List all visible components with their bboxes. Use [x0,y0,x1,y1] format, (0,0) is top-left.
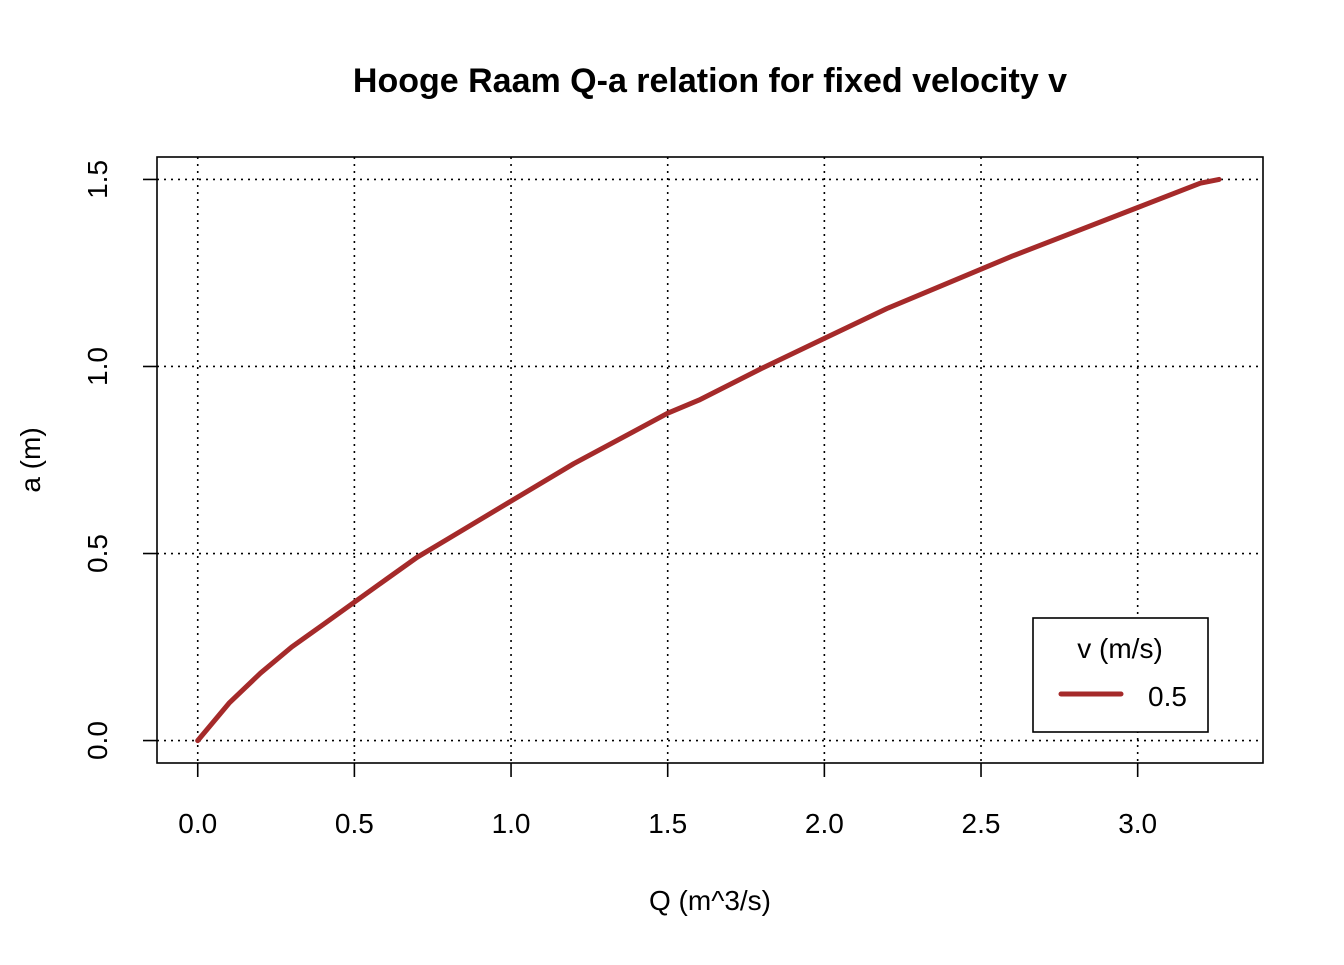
x-tick-label-2: 1.0 [492,808,531,839]
x-tick-label-5: 2.5 [962,808,1001,839]
series-layer [195,176,1222,744]
chart-title: Hooge Raam Q-a relation for fixed veloci… [353,62,1067,100]
y-tick-label-2: 1.0 [82,347,113,386]
x-tick-label-6: 3.0 [1118,808,1157,839]
x-tick-label-4: 2.0 [805,808,844,839]
x-axis-label: Q (m^3/s) [649,885,771,916]
y-tick-label-1: 0.5 [82,534,113,573]
y-tick-label-3: 1.5 [82,160,113,199]
y-tick-label-0: 0.0 [82,721,113,760]
x-axis: 0.0 0.5 1.0 1.5 2.0 2.5 3.0 [178,763,1157,839]
legend-title: v (m/s) [1077,633,1163,664]
x-tick-label-0: 0.0 [178,808,217,839]
x-tick-label-3: 1.5 [648,808,687,839]
series-line-0 [195,176,1222,744]
x-tick-label-1: 0.5 [335,808,374,839]
plot-frame [156,156,1264,764]
legend-label: 0.5 [1148,681,1187,712]
y-axis: 0.0 0.5 1.0 1.5 [82,160,157,760]
legend-box [1032,617,1209,733]
legend: v (m/s) 0.5 [1032,617,1209,733]
y-axis-label: a (m) [15,427,46,492]
